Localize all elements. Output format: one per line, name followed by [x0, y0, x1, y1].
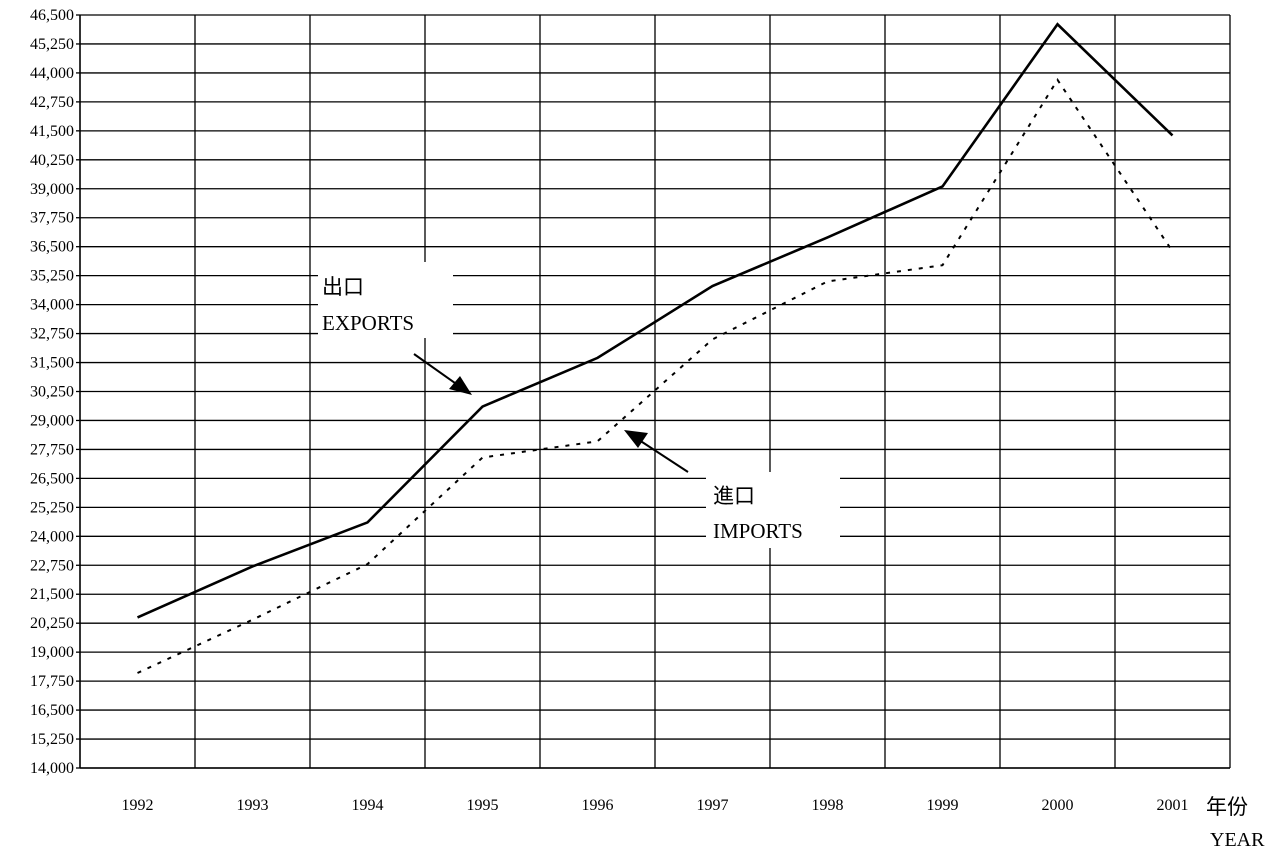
y-tick-label: 30,250 [30, 384, 74, 401]
exports-label-box [318, 262, 453, 338]
y-tick-label: 36,500 [30, 239, 74, 256]
imports-arrowhead [624, 430, 648, 448]
x-tick-label: 1993 [237, 797, 269, 814]
y-tick-label: 25,250 [30, 499, 74, 516]
y-tick-label: 46,500 [30, 7, 74, 24]
exports-annotation: 出口 EXPORTS [318, 262, 472, 395]
exports-arrowhead [449, 376, 472, 395]
y-tick-label: 39,000 [30, 181, 74, 198]
y-tick-label: 19,000 [30, 644, 74, 661]
y-tick-label: 22,750 [30, 557, 74, 574]
y-tick-label: 41,500 [30, 123, 74, 140]
exports-line [136, 22, 1174, 619]
x-tick-label: 1995 [467, 797, 499, 814]
x-tick-label: 1992 [122, 797, 154, 814]
x-tick-label: 1999 [927, 797, 959, 814]
imports-arrow [635, 437, 689, 473]
y-tick-label: 29,000 [30, 412, 74, 429]
x-axis-title: YEAR [1210, 829, 1265, 850]
x-tick-label: 1994 [352, 797, 384, 814]
x-axis-ticks: 1992 1993 1994 1995 1996 1997 1998 1999 2000 2001 [122, 797, 1189, 814]
y-tick-label: 42,750 [30, 94, 74, 111]
y-tick-label: 31,500 [30, 355, 74, 372]
y-tick-label: 35,250 [30, 268, 74, 285]
imports-label: IMPORTS [713, 519, 803, 543]
y-tick-label: 27,750 [30, 441, 74, 458]
y-tick-label: 16,500 [30, 702, 74, 719]
x-tick-label: 1998 [812, 797, 844, 814]
y-tick-label: 26,500 [30, 470, 74, 487]
y-tick-label: 37,750 [30, 210, 74, 227]
y-tick-label: 44,000 [30, 65, 74, 82]
y-tick-label: 21,500 [30, 586, 74, 603]
grid [80, 14, 1231, 769]
exports-label-cjk: 出口 [322, 275, 364, 299]
x-tick-label: 2000 [1042, 797, 1074, 814]
x-axis-title-cjk: 年份 [1206, 795, 1248, 819]
series-lines [136, 22, 1174, 674]
imports-line [137, 78, 1174, 674]
imports-label-cjk: 進口 [713, 484, 755, 508]
imports-label-box [706, 472, 840, 548]
y-tick-label: 40,250 [30, 152, 74, 169]
imports-annotation: 進口 IMPORTS [624, 430, 840, 548]
y-tick-label: 15,250 [30, 731, 74, 748]
y-tick-label: 45,250 [30, 36, 74, 53]
y-tick-label: 32,750 [30, 326, 74, 343]
y-tick-label: 14,000 [30, 760, 74, 777]
x-tick-label: 2001 [1157, 797, 1189, 814]
y-tick-label: 24,000 [30, 528, 74, 545]
exports-arrow [413, 353, 463, 389]
y-axis-ticks: 14,000 15,250 16,500 17,750 19,000 20,250 21,5… [30, 7, 80, 777]
y-tick-label: 34,000 [30, 297, 74, 314]
x-tick-label: 1996 [582, 797, 614, 814]
x-tick-label: 1997 [697, 797, 729, 814]
exports-label: EXPORTS [322, 311, 414, 335]
y-tick-label: 17,750 [30, 673, 74, 690]
y-tick-label: 20,250 [30, 615, 74, 632]
